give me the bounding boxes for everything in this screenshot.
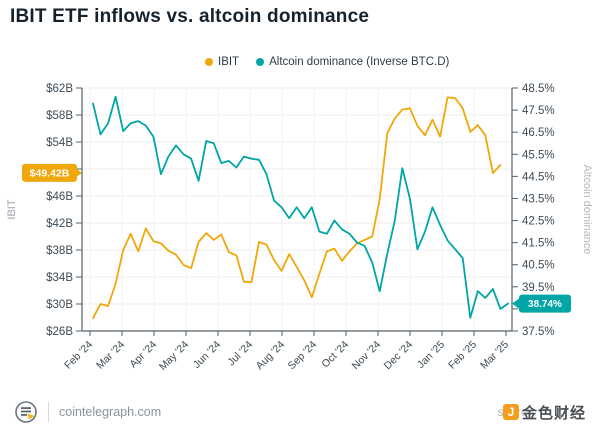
altcoin-current-badge [519,294,571,313]
jinse-watermark: J 金色财经 [502,402,586,423]
svg-text:May '24: May '24 [157,339,191,373]
svg-text:Dec '24: Dec '24 [382,339,416,373]
ibit-current-badge [22,163,77,182]
legend-item-0: IBIT [205,56,239,68]
svg-text:Jun '24: Jun '24 [191,339,223,371]
watermark-text: 金色财经 [521,404,586,422]
footer-divider [48,402,49,422]
svg-text:$38B: $38B [46,245,73,257]
legend-dot-icon [256,58,265,66]
svg-text:41.5%: 41.5% [522,238,555,250]
chart-legend: IBIT Altcoin dominance (Inverse BTC.D) [205,56,449,68]
svg-text:37.5%: 37.5% [522,326,555,338]
jinse-logo-icon: J [502,404,519,420]
svg-text:39.5%: 39.5% [522,282,555,294]
svg-text:Aug '24: Aug '24 [254,339,288,373]
legend-dot-icon [205,58,213,66]
svg-text:40.5%: 40.5% [522,260,555,272]
svg-text:$42B: $42B [46,218,73,230]
svg-text:42.5%: 42.5% [522,216,555,228]
svg-text:Jul '24: Jul '24 [225,339,255,369]
svg-text:Mar '25: Mar '25 [478,339,511,372]
source-area: source: J 金色财经 [498,402,586,423]
chart-canvas: $62B $58B $54B $46B $42B $38B $34B $30B $26B 48.5… [6,83,593,373]
legend-item-1: Altcoin dominance (Inverse BTC.D) [256,56,449,68]
svg-text:Oct '24: Oct '24 [319,339,351,371]
svg-text:Mar '24: Mar '24 [94,339,127,372]
svg-text:Feb '24: Feb '24 [62,339,95,372]
svg-text:$30B: $30B [46,299,73,311]
brand: cointelegraph.com [14,400,161,424]
svg-text:43.5%: 43.5% [522,193,555,205]
svg-text:44.5%: 44.5% [522,171,555,183]
svg-text:Sep '24: Sep '24 [286,339,320,373]
svg-text:$58B: $58B [46,110,73,122]
ibit-line [92,96,502,320]
cointelegraph-logo-icon [15,401,37,423]
svg-text:Nov '24: Nov '24 [350,339,384,373]
altcoin-badge-arrow [512,298,519,309]
right-axis-title: Altcoin dominance [581,165,593,255]
svg-text:45.5%: 45.5% [522,149,555,161]
legend-label: Altcoin dominance (Inverse BTC.D) [269,56,450,68]
legend-label: IBIT [218,56,240,68]
altcoin-line [92,95,509,319]
svg-text:$26B: $26B [46,326,73,338]
svg-text:$49.42B: $49.42B [30,167,70,179]
svg-text:38.74%: 38.74% [528,299,562,310]
svg-text:48.5%: 48.5% [522,83,555,95]
brand-domain: cointelegraph.com [59,405,162,419]
svg-text:Feb '25: Feb '25 [446,339,479,372]
svg-text:47.5%: 47.5% [522,105,555,117]
left-axis-title: IBIT [6,199,18,219]
footer: cointelegraph.com source: J 金色财经 [0,392,600,432]
svg-text:Apr '24: Apr '24 [127,339,159,371]
svg-text:Jan '25: Jan '25 [415,339,447,371]
svg-text:46.5%: 46.5% [522,127,555,139]
svg-text:$46B: $46B [46,191,73,203]
svg-text:$54B: $54B [46,137,73,149]
svg-text:$62B: $62B [46,83,73,95]
svg-text:$34B: $34B [46,272,73,284]
page-title: IBIT ETF inflows vs. altcoin dominance [10,6,370,27]
